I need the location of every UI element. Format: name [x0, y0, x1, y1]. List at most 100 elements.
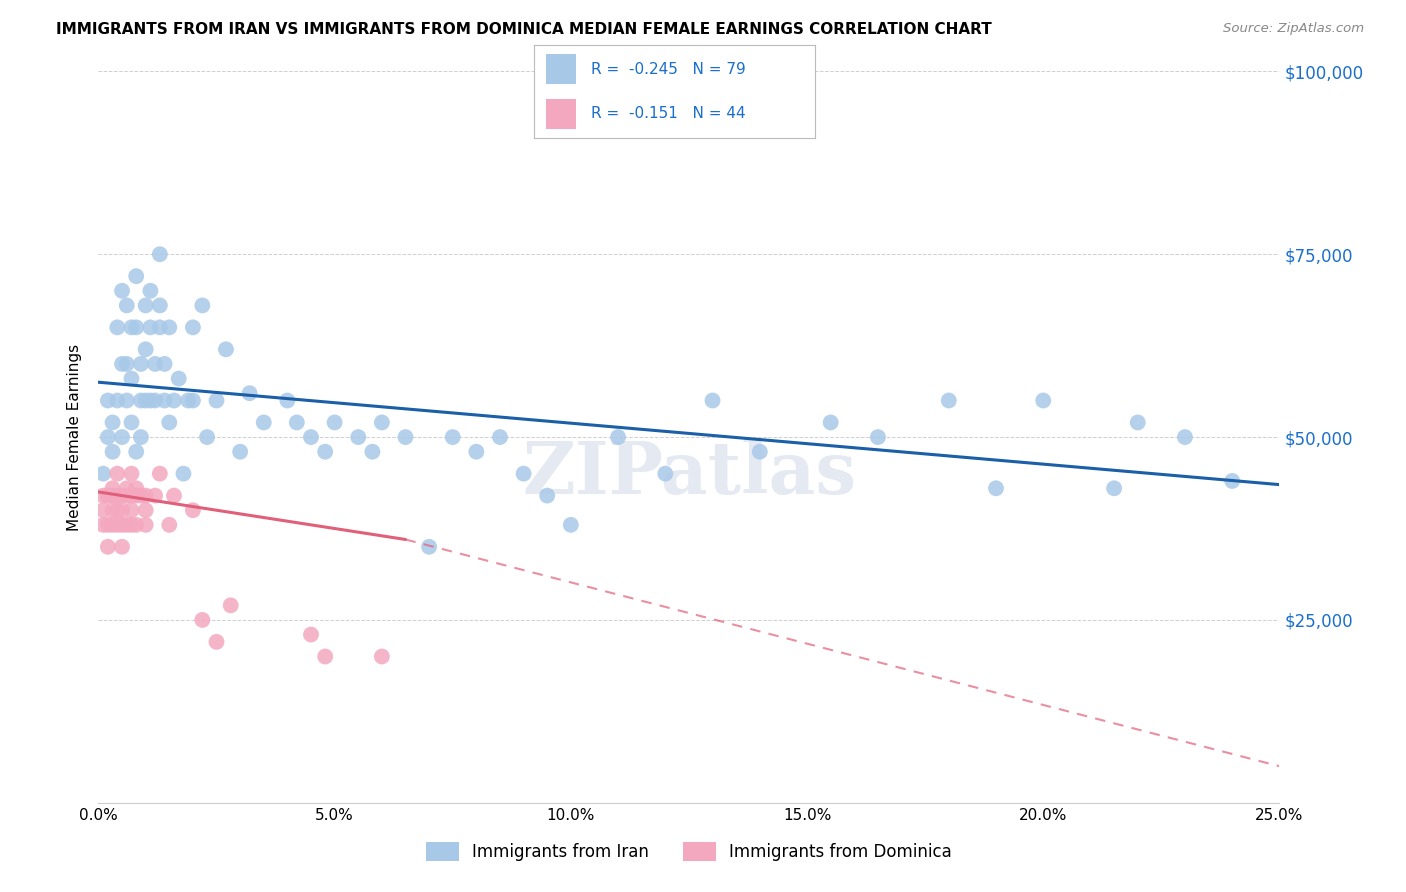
Point: [441, 430, 464, 444]
Text: R =  -0.245   N = 79: R = -0.245 N = 79: [591, 62, 745, 77]
Point: [149, 247, 172, 261]
Point: [101, 489, 124, 503]
Point: [135, 343, 157, 357]
Point: [157, 416, 180, 430]
Point: [239, 386, 262, 401]
Point: [143, 357, 166, 371]
Point: [105, 467, 128, 481]
Point: [121, 503, 143, 517]
Point: [125, 481, 148, 495]
Point: [91, 517, 114, 532]
Point: [111, 517, 134, 532]
Point: [121, 371, 143, 385]
Point: [135, 517, 157, 532]
Point: [215, 343, 238, 357]
Point: [607, 430, 630, 444]
Point: [115, 298, 138, 312]
Legend: Immigrants from Iran, Immigrants from Dominica: Immigrants from Iran, Immigrants from Do…: [419, 835, 959, 868]
Point: [205, 393, 228, 408]
Point: [139, 393, 162, 408]
Point: [205, 635, 228, 649]
Point: [105, 503, 128, 517]
Point: [229, 444, 252, 458]
Point: [219, 599, 242, 613]
Point: [299, 430, 322, 444]
Y-axis label: Median Female Earnings: Median Female Earnings: [67, 343, 83, 531]
Point: [177, 393, 200, 408]
Point: [125, 269, 148, 284]
Point: [866, 430, 889, 444]
Point: [394, 430, 416, 444]
Point: [111, 357, 134, 371]
Point: [115, 357, 138, 371]
Point: [938, 393, 960, 408]
Point: [143, 393, 166, 408]
Point: [143, 489, 166, 503]
Point: [195, 430, 218, 444]
Point: [91, 467, 114, 481]
Point: [101, 444, 124, 458]
Point: [285, 416, 308, 430]
Point: [1126, 416, 1149, 430]
Point: [97, 489, 120, 503]
Point: [97, 540, 120, 554]
Point: [135, 503, 157, 517]
Point: [191, 298, 214, 312]
Point: [361, 444, 384, 458]
Point: [299, 627, 322, 641]
Point: [111, 489, 134, 503]
Point: [181, 503, 204, 517]
Point: [111, 503, 134, 517]
Point: [536, 489, 558, 503]
Point: [153, 393, 176, 408]
Point: [101, 517, 124, 532]
Point: [418, 540, 440, 554]
Text: Source: ZipAtlas.com: Source: ZipAtlas.com: [1223, 22, 1364, 36]
Point: [1102, 481, 1125, 495]
Point: [91, 503, 114, 517]
Point: [135, 298, 157, 312]
Point: [101, 503, 124, 517]
Point: [135, 489, 157, 503]
Point: [149, 467, 172, 481]
Point: [253, 416, 276, 430]
Point: [97, 430, 120, 444]
Point: [167, 371, 190, 385]
Point: [314, 444, 336, 458]
Point: [129, 393, 152, 408]
Point: [172, 467, 194, 481]
Point: [125, 489, 148, 503]
Point: [101, 481, 124, 495]
Text: R =  -0.151   N = 44: R = -0.151 N = 44: [591, 106, 745, 121]
Point: [121, 467, 143, 481]
Point: [820, 416, 842, 430]
Point: [129, 489, 152, 503]
Point: [135, 393, 157, 408]
Point: [121, 489, 143, 503]
Point: [489, 430, 512, 444]
FancyBboxPatch shape: [546, 54, 576, 84]
Point: [512, 467, 534, 481]
Point: [121, 416, 143, 430]
Point: [125, 320, 148, 334]
Point: [129, 430, 152, 444]
Point: [91, 489, 114, 503]
Point: [121, 517, 143, 532]
Point: [157, 517, 180, 532]
Point: [115, 517, 138, 532]
Point: [97, 517, 120, 532]
Point: [163, 393, 186, 408]
Point: [1032, 393, 1054, 408]
Point: [115, 393, 138, 408]
Point: [748, 444, 770, 458]
Point: [149, 298, 172, 312]
Point: [654, 467, 676, 481]
Point: [276, 393, 298, 408]
Point: [163, 489, 186, 503]
Point: [115, 489, 138, 503]
Point: [314, 649, 336, 664]
Point: [702, 393, 724, 408]
FancyBboxPatch shape: [546, 99, 576, 129]
Text: IMMIGRANTS FROM IRAN VS IMMIGRANTS FROM DOMINICA MEDIAN FEMALE EARNINGS CORRELAT: IMMIGRANTS FROM IRAN VS IMMIGRANTS FROM …: [56, 22, 993, 37]
Text: ZIPatlas: ZIPatlas: [522, 438, 856, 509]
